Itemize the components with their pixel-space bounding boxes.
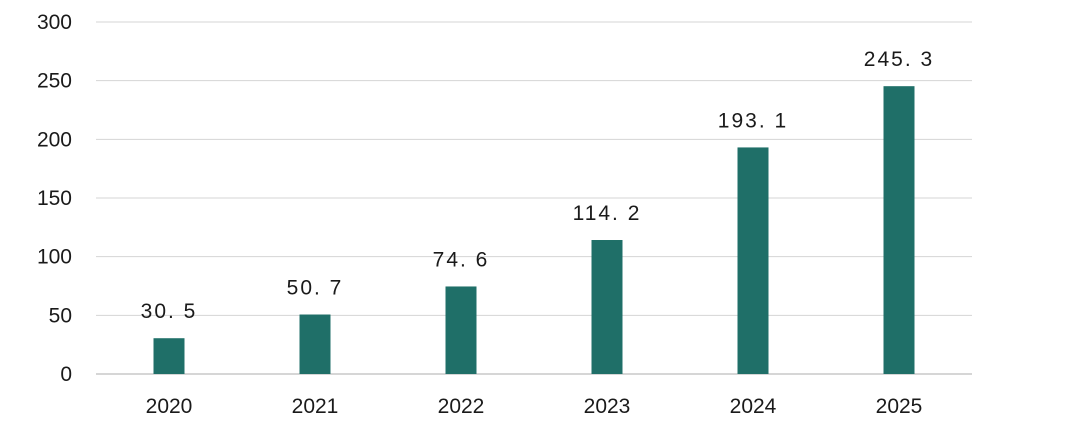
bar (153, 338, 185, 374)
x-tick-label: 2023 (584, 395, 631, 418)
y-tick-label: 0 (60, 363, 72, 386)
x-axis-tick-labels: 2020 2021 2022 2023 2024 2025 (146, 395, 923, 418)
bar (299, 314, 331, 374)
y-tick-label: 250 (37, 70, 72, 93)
x-tick-label: 2020 (146, 395, 193, 418)
x-tick-label: 2021 (292, 395, 339, 418)
bar (591, 240, 623, 374)
y-tick-label: 50 (49, 304, 72, 327)
bar-value-label: 193. 1 (718, 109, 788, 132)
x-tick-label: 2022 (438, 395, 485, 418)
bar-value-labels: 30. 5 50. 7 74. 6 114. 2 193. 1 245. 3 (141, 48, 934, 323)
bar (883, 86, 915, 374)
bar-value-label: 114. 2 (573, 202, 642, 225)
gridlines (96, 21, 972, 375)
y-tick-label: 200 (37, 128, 72, 151)
bars (153, 86, 915, 374)
y-tick-label: 100 (37, 246, 72, 269)
y-axis-tick-labels: 0 50 100 150 200 250 300 (37, 11, 72, 386)
bar-value-label: 50. 7 (287, 277, 344, 300)
bar-value-label: 74. 6 (433, 248, 490, 271)
bar (737, 147, 769, 374)
y-tick-label: 300 (37, 11, 72, 34)
bar (445, 286, 477, 374)
x-tick-label: 2025 (876, 395, 923, 418)
bar-value-label: 245. 3 (864, 48, 934, 71)
x-tick-label: 2024 (730, 395, 777, 418)
bar-value-label: 30. 5 (141, 300, 198, 323)
y-tick-label: 150 (37, 187, 72, 210)
